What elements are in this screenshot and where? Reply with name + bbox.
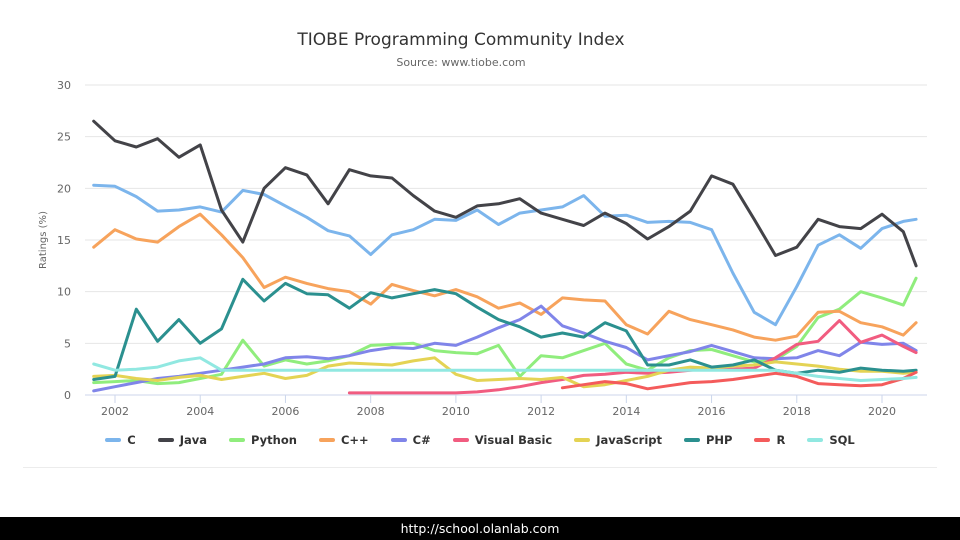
series-line-java[interactable] <box>94 121 916 266</box>
x-axis-ticks: 2002 2004 2006 2008 2010 2012 2014 2016 2018 2020 <box>101 395 896 418</box>
legend-label: C++ <box>341 433 369 447</box>
x-tick-label: 2016 <box>698 405 726 418</box>
footer-banner: http://school.olanlab.com <box>0 517 960 540</box>
legend-item[interactable]: C# <box>391 433 431 447</box>
x-tick-label: 2014 <box>612 405 640 418</box>
legend-swatch <box>574 438 590 442</box>
x-tick-label: 2006 <box>271 405 299 418</box>
y-axis-ticks: 0 5 10 15 20 25 30 <box>57 79 71 402</box>
x-tick-label: 2002 <box>101 405 129 418</box>
legend-item[interactable]: SQL <box>807 433 854 447</box>
legend-label: C <box>127 433 135 447</box>
legend: C Java Python C++ C# Visual Basic JavaScript PH… <box>0 433 960 447</box>
legend-item[interactable]: C <box>105 433 135 447</box>
legend-item[interactable]: JavaScript <box>574 433 662 447</box>
legend-swatch <box>105 438 121 442</box>
x-tick-label: 2004 <box>186 405 214 418</box>
legend-swatch <box>319 438 335 442</box>
legend-label: Visual Basic <box>475 433 553 447</box>
legend-item[interactable]: Java <box>158 433 207 447</box>
y-tick-label: 5 <box>64 337 71 350</box>
legend-label: R <box>776 433 785 447</box>
y-tick-label: 10 <box>57 286 71 299</box>
legend-swatch <box>229 438 245 442</box>
legend-swatch <box>453 438 469 442</box>
x-tick-label: 2012 <box>527 405 555 418</box>
y-tick-label: 20 <box>57 182 71 195</box>
y-axis-title: Ratings (%) <box>38 211 49 269</box>
y-tick-label: 15 <box>57 234 71 247</box>
y-tick-label: 25 <box>57 131 71 144</box>
legend-item[interactable]: R <box>754 433 785 447</box>
series-lines <box>94 121 916 393</box>
legend-swatch <box>684 438 700 442</box>
series-line-c[interactable] <box>94 185 916 325</box>
legend-item[interactable]: Visual Basic <box>453 433 553 447</box>
legend-swatch <box>754 438 770 442</box>
legend-label: Java <box>180 433 207 447</box>
legend-label: PHP <box>706 433 732 447</box>
legend-swatch <box>158 438 174 442</box>
y-tick-label: 30 <box>57 79 71 92</box>
legend-swatch <box>807 438 823 442</box>
legend-item[interactable]: C++ <box>319 433 369 447</box>
legend-item[interactable]: Python <box>229 433 297 447</box>
x-tick-label: 2008 <box>357 405 385 418</box>
y-tick-label: 0 <box>64 389 71 402</box>
separator-line <box>23 467 937 468</box>
legend-label: SQL <box>829 433 854 447</box>
x-tick-label: 2020 <box>868 405 896 418</box>
x-tick-label: 2018 <box>783 405 811 418</box>
x-tick-label: 2010 <box>442 405 470 418</box>
footer-url[interactable]: http://school.olanlab.com <box>401 521 560 536</box>
legend-label: JavaScript <box>596 433 662 447</box>
legend-label: Python <box>251 433 297 447</box>
line-chart: 0 5 10 15 20 25 30 2002 2004 2006 2008 2010 2012 201… <box>0 0 960 470</box>
legend-label: C# <box>413 433 431 447</box>
legend-swatch <box>391 438 407 442</box>
legend-item[interactable]: PHP <box>684 433 732 447</box>
